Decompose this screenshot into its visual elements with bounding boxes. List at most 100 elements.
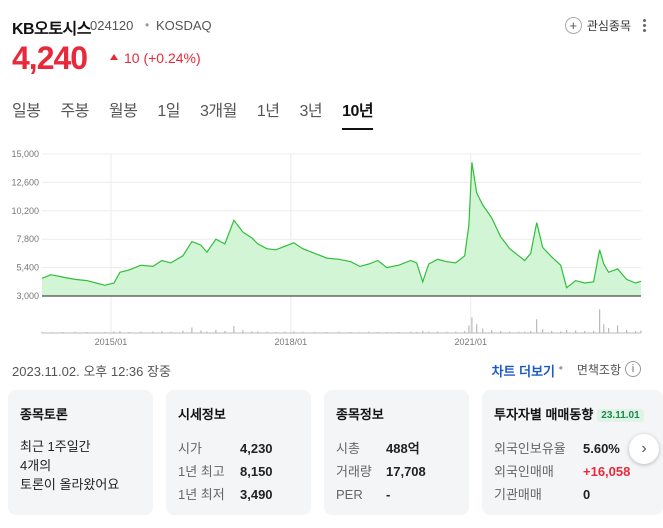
current-price: 4,240 [12, 40, 88, 76]
stock-info-key: 거래량 [336, 464, 372, 479]
volume-bar [482, 328, 484, 333]
volume-bar [464, 331, 466, 333]
volume-bar [468, 325, 470, 333]
volume-bar [293, 331, 295, 333]
volume-bar [635, 331, 637, 333]
info-icon[interactable]: i [625, 361, 641, 377]
market-info-row: 시가 4,230 [178, 437, 299, 460]
volume-bar [200, 330, 202, 333]
chart-svg: 15,000 12,600 10,200 7,800 5,400 3,000 2015/01… [11, 149, 642, 347]
volume-bar [551, 331, 553, 333]
stock-info-value: - [386, 487, 391, 502]
market-info-key: 1년 최저 [178, 487, 225, 502]
stock-info-value: 17,708 [386, 464, 426, 479]
plus-circle-icon: + [564, 16, 582, 34]
market-info-value: 8,150 [240, 464, 273, 479]
stock-info-title: 종목정보 [336, 407, 384, 422]
volume-bar [437, 331, 439, 333]
volume-bar [140, 331, 142, 333]
investor-trend-card[interactable]: 투자자별 매매동향 23.11.01 외국인보유율 5.60% 외국인매매 +16… [482, 390, 663, 515]
investor-trend-title: 투자자별 매매동향 23.11.01 [494, 404, 651, 423]
discussion-line-1: 최근 1주일간 [20, 439, 91, 454]
next-card-button[interactable]: › [629, 434, 659, 464]
stock-info-row: 시총 488억 [336, 437, 457, 460]
tab-period[interactable]: 3개월 [199, 103, 237, 120]
volume-bar [491, 330, 493, 333]
x-tick-label: 2015/01 [95, 337, 128, 347]
investor-date-badge: 23.11.01 [597, 409, 644, 422]
investor-value: 5.60% [583, 441, 620, 456]
y-tick-label: 7,800 [16, 234, 39, 244]
market-info-key: 1년 최고 [178, 464, 225, 479]
volume-bar [152, 331, 154, 333]
watchlist-label: 관심종목 [586, 18, 631, 33]
period-tabs: 일봉 주봉 월봉 1일 3개월 1년 3년 10년 [12, 96, 393, 130]
stock-info-card[interactable]: 종목정보 시총 488억 거래량 17,708 PER - [324, 390, 469, 515]
discussion-card[interactable]: 종목토론 최근 1주일간 4개의 토론이 올라왔어요 [8, 390, 153, 515]
chevron-right-icon: › [641, 440, 647, 457]
volume-bar [242, 330, 244, 333]
stock-name[interactable]: KB오토시스 [12, 21, 92, 38]
tab-period[interactable]: 3년 [299, 103, 323, 120]
volume-bar [524, 331, 526, 333]
stock-code: 024120 [90, 18, 134, 33]
volume-bar [410, 331, 412, 333]
volume-bar [422, 330, 424, 333]
tab-period[interactable]: 일봉 [12, 103, 41, 120]
y-tick-label: 10,200 [11, 206, 39, 216]
up-arrow-icon [110, 54, 118, 60]
volume-bar [455, 331, 457, 333]
volume-bar [530, 331, 532, 333]
volume-bar [626, 330, 628, 333]
volume-bar [566, 330, 568, 333]
add-watchlist-button[interactable]: + 관심종목 [564, 14, 631, 36]
y-tick-label: 15,000 [11, 149, 39, 159]
price-area [42, 162, 641, 296]
x-tick-label: 2018/01 [275, 337, 308, 347]
tab-period[interactable]: 1일 [157, 103, 180, 120]
chart-more-link[interactable]: 차트 더보기 [491, 364, 555, 379]
stock-info-key: PER [336, 487, 363, 502]
tab-period[interactable]: 월봉 [108, 103, 138, 120]
investor-row: 기관매매 0 [494, 483, 651, 506]
y-tick-label: 3,000 [16, 291, 39, 301]
volume-bar [368, 331, 370, 333]
volume-bar [206, 331, 208, 333]
more-options-icon[interactable] [637, 14, 651, 36]
volume-bar [500, 331, 502, 333]
info-cards: 종목토론 최근 1주일간 4개의 토론이 올라왔어요 시세정보 시가 4,230… [8, 390, 663, 518]
header-separator: • [145, 18, 150, 32]
volume-bar [542, 329, 544, 333]
disclaimer-link[interactable]: 면책조항 [576, 363, 621, 377]
market-info-key: 시가 [178, 441, 202, 456]
volume-bar [518, 331, 520, 333]
volume-bar [617, 325, 619, 333]
tab-period[interactable]: 1년 [256, 103, 280, 120]
volume-bar [302, 331, 304, 333]
tab-period[interactable]: 주봉 [60, 103, 89, 120]
investor-row: 외국인매매 +16,058 [494, 460, 651, 483]
tab-period[interactable]: 10년 [342, 96, 374, 130]
chart-meta-row: 2023.11.02. 오후 12:36 장중 차트 더보기 • 면책조항 i [12, 361, 641, 379]
volume-bar [251, 331, 253, 333]
volume-bar [113, 331, 115, 333]
volume-bar [593, 330, 595, 333]
y-tick-label: 12,600 [11, 177, 39, 187]
volume-bar [536, 319, 538, 333]
price-chart[interactable]: 15,000 12,600 10,200 7,800 5,400 3,000 2015/01… [0, 140, 663, 350]
investor-value: 0 [583, 487, 591, 502]
volume-bar [338, 331, 340, 333]
volume-bar [161, 331, 163, 333]
volume-bar [608, 328, 610, 333]
stock-info-row: 거래량 17,708 [336, 460, 457, 483]
volume-bar [476, 324, 478, 333]
market-name: KOSDAQ [156, 18, 212, 33]
volume-bar [41, 331, 43, 333]
volume-bar [471, 317, 473, 333]
market-info-row: 1년 최저 3,490 [178, 483, 299, 506]
market-info-card[interactable]: 시세정보 시가 4,230 1년 최고 8,150 1년 최저 3,490 [166, 390, 311, 515]
volume-bar [233, 326, 235, 333]
investor-key: 외국인보유율 [494, 441, 566, 456]
volume-bar [224, 331, 226, 333]
volume-bar [215, 330, 217, 333]
